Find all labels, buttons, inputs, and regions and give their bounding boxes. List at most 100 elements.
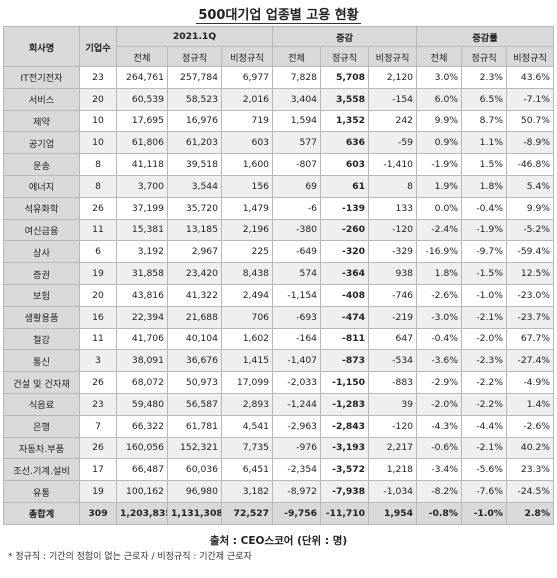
cell-rate-total: -2.9%	[416, 371, 463, 394]
cell-rate-total: 1.9%	[416, 174, 463, 198]
cell-change-total: 574	[272, 262, 322, 285]
cell-total: 59,480	[116, 392, 168, 416]
cell-change-total: 3,404	[272, 87, 322, 111]
cell-rate-nonregular: -7.1%	[506, 87, 555, 111]
cell-nonregular: 225	[220, 240, 274, 264]
table-row: 여신금융 11 15,381 13,185 2,196 -380 -260 -120 -2.4%…	[3, 218, 555, 242]
header-group-change-rate: 증감률	[416, 26, 555, 47]
cell-rate-nonregular: -23.0%	[506, 283, 555, 307]
cell-change-total: -164	[272, 327, 322, 351]
header-total: 전체	[116, 46, 168, 67]
table-row: 증권 19 31,858 23,420 8,438 574 -364 938 1.8% -1.5%…	[3, 262, 555, 285]
cell-rate-nonregular: -46.8%	[506, 153, 555, 176]
cell-change-regular: -320	[320, 240, 370, 264]
cell-rate-total: 0.9%	[416, 131, 463, 155]
cell-rate-nonregular: 67.7%	[506, 327, 555, 351]
table-row: 조선.기계.설비 17 66,487 60,036 6,451 -2,354 -3,572 1…	[3, 458, 555, 482]
cell-rate-nonregular: -2.6%	[506, 414, 555, 438]
cell-rate-total: -0.4%	[416, 327, 463, 351]
cell-total: 15,381	[116, 218, 168, 242]
cell-change-nonregular: -154	[368, 87, 418, 111]
cell-change-regular: -7,938	[320, 480, 370, 503]
cell-regular: 58,523	[167, 87, 222, 111]
cell-nonregular: 8,438	[220, 262, 274, 285]
cell-change-nonregular: -329	[368, 240, 418, 264]
cell-change-nonregular: -120	[368, 414, 418, 438]
cell-name: 서비스	[3, 87, 80, 111]
cell-rate-regular: -1.0%	[461, 283, 508, 307]
cell-total: 3,192	[116, 240, 168, 264]
cell-change-total: -8,972	[272, 480, 322, 503]
cell-change-nonregular: -219	[368, 305, 418, 329]
cell-total: 31,858	[116, 262, 168, 285]
cell-name: 식음료	[3, 392, 80, 416]
cell-count: 10	[79, 131, 117, 155]
cell-change-total: -6	[272, 196, 322, 220]
cell-rate-nonregular: 23.3%	[506, 458, 555, 482]
cell-name: 증권	[3, 262, 80, 285]
cell-rate-regular: -2.1%	[461, 436, 508, 460]
cell-regular: 50,973	[167, 371, 222, 394]
cell-regular: 257,784	[167, 66, 222, 89]
cell-total: 66,322	[116, 414, 168, 438]
cell-change-regular: 603	[320, 153, 370, 176]
cell-change-total: 69	[272, 174, 322, 198]
cell-total: 68,072	[116, 371, 168, 394]
header-group-2021q1: 2021.1Q	[115, 26, 274, 47]
cell-total: 41,118	[116, 153, 168, 176]
table-row: 은행 7 66,322 61,781 4,541 -2,963 -2,843 -120 -4.3…	[3, 414, 555, 438]
cell-rate-regular: -2.2%	[461, 371, 508, 394]
cell-rate-regular: -1.9%	[461, 218, 508, 242]
cell-total: 264,761	[116, 66, 168, 89]
cell-nonregular: 7,735	[220, 436, 274, 460]
table-row: 에너지 8 3,700 3,544 156 69 61 8 1.9% 1.8% 5.4%	[3, 174, 555, 198]
cell-change-total: 7,828	[272, 66, 322, 89]
cell-count: 10	[79, 109, 117, 133]
cell-count: 6	[79, 240, 117, 264]
cell-change-regular: -811	[320, 327, 370, 351]
cell-regular: 41,322	[167, 283, 222, 307]
cell-change-regular: -1,283	[320, 392, 370, 416]
cell-rate-nonregular: -24.5%	[506, 480, 555, 503]
cell-regular: 3,544	[167, 174, 222, 198]
cell-regular: 56,587	[167, 392, 222, 416]
footnote: * 정규직 : 기간의 정함이 없는 근로자 / 비정규직 : 기간제 근로자	[8, 552, 252, 562]
table-row: 서비스 20 60,539 58,523 2,016 3,404 3,558 -154 6.0%…	[3, 87, 555, 111]
cell-rate-regular: 1.8%	[461, 174, 508, 198]
cell-change-total: 1,594	[272, 109, 322, 133]
cell-rate-regular: -1.0%	[461, 501, 508, 525]
cell-count: 20	[79, 283, 117, 307]
cell-change-regular: 5,708	[320, 66, 370, 89]
cell-nonregular: 1,479	[220, 196, 274, 220]
cell-rate-total: -3.0%	[416, 305, 463, 329]
cell-change-regular: -474	[320, 305, 370, 329]
header-total: 전체	[272, 46, 322, 67]
cell-nonregular: 6,977	[220, 66, 274, 89]
cell-change-total: -380	[272, 218, 322, 242]
table-row: 통신 3 38,091 36,676 1,415 -1,407 -873 -534 -3.6% -…	[3, 349, 555, 373]
cell-change-nonregular: -59	[368, 131, 418, 155]
cell-change-regular: -408	[320, 283, 370, 307]
cell-rate-nonregular: 50.7%	[506, 109, 555, 133]
cell-count: 23	[79, 66, 117, 89]
header-regular: 정규직	[461, 46, 508, 67]
cell-rate-total: 1.8%	[416, 262, 463, 285]
header-group-change: 증감	[272, 26, 418, 47]
cell-count: 309	[79, 501, 117, 525]
cell-rate-total: -1.9%	[416, 153, 463, 176]
cell-regular: 1,131,308	[167, 501, 222, 525]
cell-change-regular: 636	[320, 131, 370, 155]
cell-rate-regular: -2.0%	[461, 327, 508, 351]
cell-nonregular: 2,196	[220, 218, 274, 242]
cell-regular: 16,976	[167, 109, 222, 133]
cell-rate-regular: -1.5%	[461, 262, 508, 285]
cell-count: 8	[79, 153, 117, 176]
cell-rate-nonregular: -8.9%	[506, 131, 555, 155]
table-row: 철강 11 41,706 40,104 1,602 -164 -811 647 -0.4% -2.…	[3, 327, 555, 351]
cell-rate-regular: -9.7%	[461, 240, 508, 264]
cell-rate-nonregular: 1.4%	[506, 392, 555, 416]
cell-change-total: -2,963	[272, 414, 322, 438]
header-nonregular: 비정규직	[506, 46, 555, 67]
cell-change-regular: 3,558	[320, 87, 370, 111]
